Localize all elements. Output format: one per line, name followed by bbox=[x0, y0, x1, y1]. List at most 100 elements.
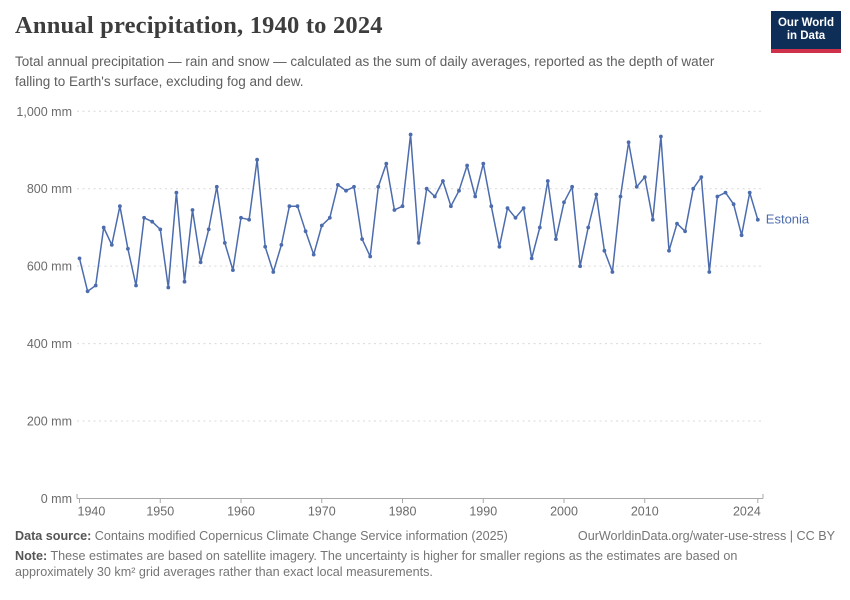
data-point bbox=[626, 140, 631, 145]
line-chart[interactable]: 0 mm 200 mm 400 mm 600 mm 800 mm 1,000 mm 1940… bbox=[0, 100, 850, 530]
owid-logo[interactable]: Our World in Data bbox=[771, 11, 841, 53]
data-point bbox=[303, 229, 308, 234]
data-point bbox=[239, 215, 243, 220]
data-point bbox=[739, 233, 744, 238]
x-tick-label: 2010 bbox=[631, 505, 659, 519]
data-point bbox=[360, 237, 364, 242]
data-point bbox=[231, 268, 235, 272]
data-point bbox=[142, 215, 147, 220]
y-tick-label: 200 mm bbox=[27, 415, 72, 429]
data-point bbox=[731, 202, 736, 207]
y-tick-label: 400 mm bbox=[27, 337, 72, 351]
data-point bbox=[610, 270, 615, 274]
data-point bbox=[134, 283, 138, 288]
data-point bbox=[489, 204, 494, 209]
data-point bbox=[691, 186, 696, 191]
x-tick-label: 2000 bbox=[550, 505, 578, 519]
data-point bbox=[182, 279, 187, 284]
data-point bbox=[457, 188, 461, 193]
data-point bbox=[416, 241, 421, 245]
data-point bbox=[85, 289, 90, 294]
data-point bbox=[529, 256, 534, 261]
data-point bbox=[319, 223, 324, 228]
data-point bbox=[93, 283, 98, 288]
data-point bbox=[537, 225, 542, 230]
data-point bbox=[424, 186, 429, 191]
source-link[interactable]: OurWorldinData.org/water-use-stress | CC… bbox=[577, 529, 835, 543]
data-point bbox=[683, 229, 687, 234]
data-point bbox=[586, 225, 591, 230]
data-point bbox=[255, 157, 259, 162]
data-point bbox=[384, 161, 389, 166]
data-point bbox=[505, 206, 510, 210]
data-point bbox=[109, 243, 114, 247]
data-point bbox=[659, 134, 663, 139]
data-point bbox=[287, 204, 292, 209]
data-point bbox=[327, 215, 332, 220]
data-point bbox=[271, 270, 276, 274]
data-point bbox=[747, 190, 752, 195]
y-axis-labels: 0 mm 200 mm 400 mm 600 mm 800 mm 1,000 mm bbox=[16, 105, 72, 506]
page-title: Annual precipitation, 1940 to 2024 bbox=[15, 12, 383, 39]
chart-footer: Data source: Contains modified Copernicu… bbox=[15, 529, 835, 580]
data-point bbox=[352, 184, 356, 189]
data-point bbox=[118, 204, 122, 209]
data-point bbox=[755, 217, 760, 222]
data-point bbox=[497, 244, 502, 249]
data-point bbox=[642, 175, 647, 179]
data-point bbox=[344, 188, 348, 193]
data-point bbox=[263, 244, 268, 249]
data-point bbox=[723, 190, 728, 195]
x-tick-label: 1970 bbox=[308, 505, 336, 519]
data-point bbox=[618, 194, 623, 199]
data-point bbox=[336, 183, 340, 187]
x-tick-label: 2024 bbox=[733, 505, 761, 519]
data-point bbox=[158, 227, 163, 232]
data-point bbox=[441, 179, 445, 183]
data-point bbox=[101, 225, 106, 230]
data-point bbox=[521, 206, 526, 210]
logo-line-1: Our World bbox=[777, 16, 834, 29]
data-point bbox=[570, 184, 574, 189]
data-point bbox=[295, 204, 300, 209]
data-point bbox=[392, 208, 397, 212]
data-point bbox=[408, 132, 413, 137]
data-point bbox=[166, 285, 171, 290]
data-point bbox=[675, 221, 679, 226]
y-tick-label: 600 mm bbox=[27, 260, 72, 274]
data-point bbox=[376, 184, 381, 189]
chart-canvas[interactable]: 0 mm 200 mm 400 mm 600 mm 800 mm 1,000 mm 1940… bbox=[0, 100, 850, 530]
chart-note: Note: These estimates are based on satel… bbox=[15, 549, 738, 579]
y-tick-label: 0 mm bbox=[41, 492, 72, 506]
data-point bbox=[554, 237, 558, 242]
x-tick-label: 1950 bbox=[146, 505, 174, 519]
data-point bbox=[465, 163, 469, 168]
data-point bbox=[247, 217, 252, 222]
data-point bbox=[174, 190, 179, 195]
y-tick-label: 1,000 mm bbox=[16, 105, 72, 119]
data-point bbox=[667, 248, 671, 253]
data-point bbox=[77, 256, 82, 261]
data-point bbox=[699, 175, 704, 179]
x-tick-label: 1940 bbox=[78, 505, 106, 519]
data-point bbox=[214, 184, 219, 189]
data-point bbox=[634, 184, 639, 189]
data-point bbox=[602, 248, 607, 253]
data-point bbox=[650, 217, 655, 222]
data-points[interactable] bbox=[77, 132, 760, 294]
data-point bbox=[400, 204, 405, 209]
logo-line-2: in Data bbox=[786, 30, 826, 42]
data-point bbox=[311, 252, 316, 257]
precipitation-line[interactable] bbox=[78, 133, 759, 293]
data-point bbox=[578, 264, 582, 269]
entity-label[interactable]: Estonia bbox=[766, 212, 810, 227]
data-point bbox=[190, 208, 195, 212]
data-point bbox=[368, 254, 373, 259]
data-point bbox=[279, 243, 284, 247]
data-point bbox=[594, 192, 599, 197]
x-tick-label: 1960 bbox=[227, 505, 255, 519]
gridlines bbox=[77, 110, 763, 422]
data-point bbox=[707, 270, 712, 274]
data-point bbox=[473, 194, 478, 199]
